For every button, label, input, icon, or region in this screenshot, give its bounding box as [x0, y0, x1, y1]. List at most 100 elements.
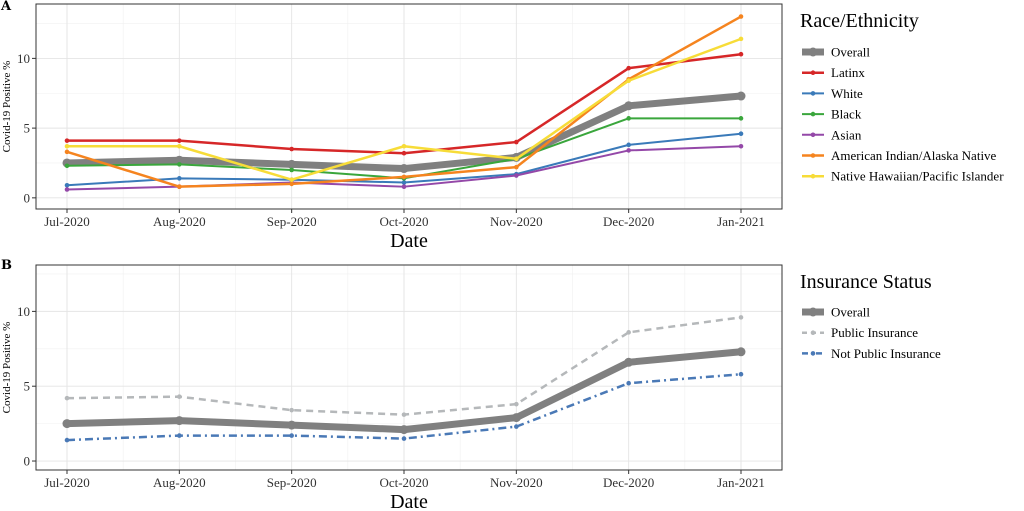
- data-point-black: [64, 163, 70, 169]
- legend-label-american-indian-alaska-native: American Indian/Alaska Native: [831, 148, 997, 163]
- data-point-american-indian-alaska-native: [177, 184, 182, 189]
- data-point-black: [738, 116, 744, 121]
- data-point-public-insurance: [514, 401, 519, 407]
- data-point-latinx: [626, 65, 631, 71]
- data-point-native-hawaiian-pacific-islander: [289, 177, 294, 183]
- data-point-native-hawaiian-pacific-islander: [64, 143, 70, 149]
- x-tick-label: Oct-2020: [379, 475, 428, 490]
- data-point-public-insurance: [738, 315, 744, 320]
- legend-marker-latinx: [810, 70, 816, 75]
- legend: Race/Ethnicity Overall Latinx White Black Asi…: [800, 10, 1004, 184]
- x-tick-label: Nov-2020: [490, 214, 543, 229]
- x-axis-title: Date: [390, 491, 428, 511]
- data-point-latinx: [401, 150, 407, 156]
- x-tick-label: Jan-2021: [717, 475, 765, 490]
- data-point-white: [177, 176, 182, 181]
- data-point-native-hawaiian-pacific-islander: [738, 36, 744, 42]
- data-point-not-public-insurance: [514, 424, 519, 429]
- panel-letter-a: A: [0, 0, 12, 14]
- data-point-not-public-insurance: [64, 437, 70, 443]
- legend-marker-overall: [808, 47, 818, 57]
- data-point-public-insurance: [626, 330, 631, 335]
- data-point-asian: [514, 173, 519, 178]
- y-tick-label: 10: [17, 304, 30, 319]
- y-axis-title: Covid-19 Positive %: [1, 61, 13, 153]
- legend-marker-native-hawaiian-pacific-islander: [810, 173, 816, 179]
- x-tick-label: Aug-2020: [153, 475, 206, 490]
- data-point-overall: [287, 420, 297, 430]
- data-point-latinx: [289, 146, 294, 152]
- data-point-asian: [738, 143, 744, 149]
- y-tick-label: 0: [24, 454, 31, 469]
- legend-label-not-public-insurance: Not Public Insurance: [831, 346, 941, 361]
- chart-panel-race-ethnicity: 0 5 10 Jul-2020 Aug-2020 Sep-2020 Oct-2020 Nov-…: [1, 3, 1004, 252]
- data-point-white: [64, 182, 70, 188]
- x-tick-label: Jul-2020: [44, 214, 90, 229]
- data-point-american-indian-alaska-native: [401, 174, 407, 180]
- data-point-public-insurance: [401, 412, 407, 417]
- legend-marker-white: [810, 91, 816, 96]
- data-point-not-public-insurance: [177, 433, 182, 438]
- legend-label-public-insurance: Public Insurance: [831, 325, 918, 340]
- panel-letter-b: B: [1, 258, 12, 273]
- chart-panel-insurance-status: 0 5 10 Jul-2020 Aug-2020 Sep-2020 Oct-2020 Nov-…: [1, 264, 941, 511]
- legend-label-black: Black: [831, 107, 862, 122]
- data-point-not-public-insurance: [626, 380, 631, 386]
- data-point-black: [289, 167, 294, 173]
- data-point-native-hawaiian-pacific-islander: [514, 156, 519, 162]
- data-point-native-hawaiian-pacific-islander: [177, 143, 182, 149]
- data-point-public-insurance: [177, 394, 182, 399]
- legend-marker-overall: [808, 307, 818, 317]
- data-point-latinx: [738, 51, 744, 57]
- data-point-overall: [62, 419, 72, 429]
- y-axis-title: Covid-19 Positive %: [1, 322, 13, 414]
- y-tick-label: 5: [24, 121, 31, 136]
- data-point-overall: [174, 416, 184, 426]
- legend: Insurance Status Overall Public Insurance N…: [800, 271, 941, 361]
- legend-marker-asian: [810, 132, 816, 138]
- data-point-black: [177, 162, 182, 167]
- legend-label-overall: Overall: [831, 45, 870, 60]
- legend-label-overall: Overall: [831, 305, 870, 320]
- legend-marker-public-insurance: [810, 330, 816, 336]
- legend-title: Insurance Status: [800, 271, 932, 293]
- legend-label-latinx: Latinx: [831, 65, 865, 80]
- data-point-american-indian-alaska-native: [514, 164, 519, 170]
- legend-marker-black: [810, 111, 816, 117]
- y-tick-label: 10: [17, 51, 30, 66]
- data-point-not-public-insurance: [738, 371, 744, 377]
- x-tick-label: Sep-2020: [267, 475, 317, 490]
- data-point-overall: [399, 425, 409, 435]
- data-point-white: [401, 180, 407, 185]
- data-point-black: [626, 116, 631, 121]
- data-point-public-insurance: [64, 395, 70, 401]
- data-point-overall: [624, 357, 634, 367]
- data-point-native-hawaiian-pacific-islander: [626, 78, 631, 84]
- data-point-white: [738, 131, 744, 136]
- y-tick-label: 5: [24, 379, 31, 394]
- data-point-overall: [399, 164, 409, 174]
- data-point-not-public-insurance: [289, 433, 294, 438]
- data-point-asian: [401, 184, 407, 189]
- legend-label-native-hawaiian-pacific-islander: Native Hawaiian/Pacific Islander: [831, 169, 1004, 184]
- plot-border: [35, 264, 783, 471]
- plot-border: [35, 3, 783, 210]
- x-tick-label: Aug-2020: [153, 214, 206, 229]
- data-point-overall: [287, 159, 297, 169]
- data-point-latinx: [514, 139, 519, 145]
- x-tick-label: Jan-2021: [717, 214, 765, 229]
- data-point-overall: [624, 101, 634, 111]
- legend-title: Race/Ethnicity: [800, 10, 919, 32]
- x-tick-label: Sep-2020: [267, 214, 317, 229]
- data-point-asian: [64, 187, 70, 192]
- data-point-white: [626, 142, 631, 148]
- data-point-american-indian-alaska-native: [289, 181, 294, 187]
- data-point-latinx: [64, 138, 70, 143]
- x-tick-label: Dec-2020: [603, 214, 654, 229]
- data-point-native-hawaiian-pacific-islander: [401, 143, 407, 149]
- data-point-overall: [736, 91, 746, 101]
- data-point-asian: [626, 148, 631, 153]
- x-tick-label: Nov-2020: [490, 475, 543, 490]
- data-point-overall: [736, 347, 746, 357]
